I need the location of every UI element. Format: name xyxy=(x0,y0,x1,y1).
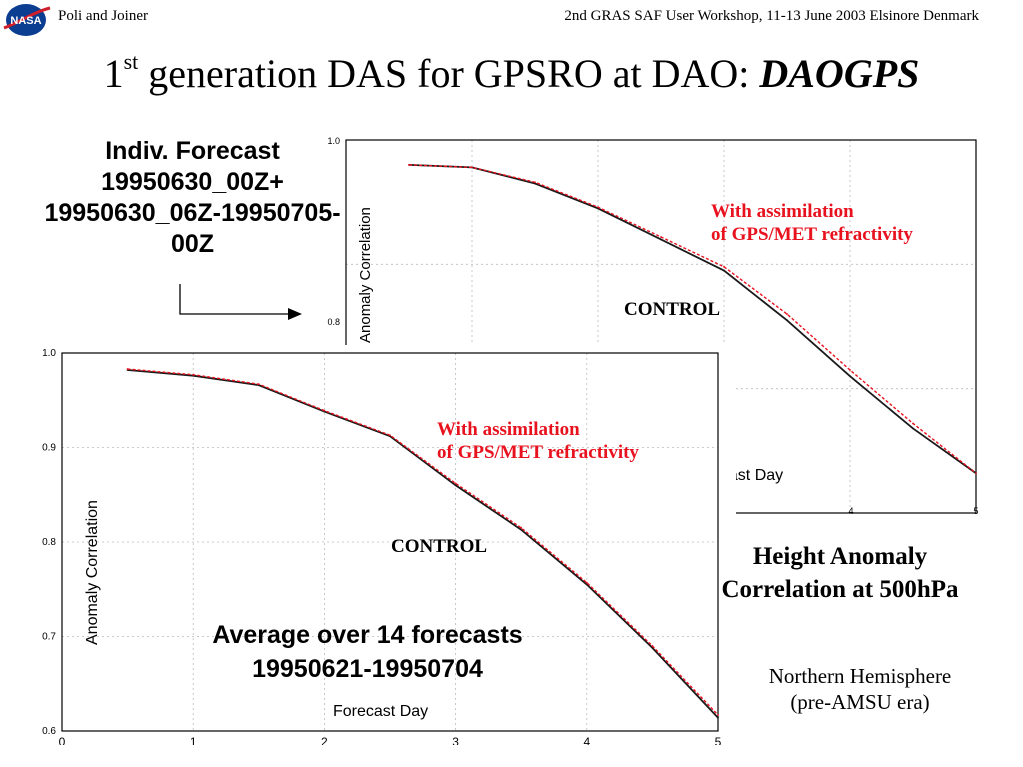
chart2-ytick: 0.6 xyxy=(42,726,56,737)
chart2-assimilation-point xyxy=(192,373,195,376)
chart1-assimilation-point xyxy=(849,369,851,371)
header-event: 2nd GRAS SAF User Workshop, 11-13 June 2… xyxy=(564,8,979,24)
chart2-series xyxy=(126,368,719,719)
chart1-tick-labels: 1.0 0.8 4 5 xyxy=(327,136,978,516)
title-number: 1 xyxy=(103,51,124,96)
chart1-control-point xyxy=(534,182,536,185)
chart2-ytick: 0.8 xyxy=(42,537,56,548)
control-label-1: CONTROL xyxy=(624,299,721,320)
header-author: Poli and Joiner xyxy=(58,8,148,24)
chart2-xtick: 5 xyxy=(715,735,722,745)
assimilation-line-1: With assimilation xyxy=(711,201,854,222)
chart1-ytick: 0.8 xyxy=(327,317,340,327)
chart2-ytick: 1.0 xyxy=(42,348,56,359)
assimilation-line-2: of GPS/MET refractivity xyxy=(437,442,639,463)
height-line-1: Height Anomaly xyxy=(752,543,928,570)
title-superscript: st xyxy=(123,48,139,74)
nasa-logo: NASA xyxy=(3,4,51,36)
chart2-frame xyxy=(61,352,719,732)
chart2-control-point xyxy=(585,583,588,586)
region-line-2: (pre-AMSU era) xyxy=(790,690,930,714)
chart1-assimilation-point xyxy=(408,163,410,166)
chart1-control-point xyxy=(723,269,725,272)
chart1-assimilation-point xyxy=(534,181,536,184)
region-caption: Northern Hemisphere (pre-AMSU era) xyxy=(730,663,990,715)
average-line-1: Average over 14 forecasts xyxy=(212,621,523,649)
chart2-assimilation-point xyxy=(389,434,391,437)
chart1-assimilation-point xyxy=(912,422,914,425)
chart2-tick-labels: 0.6 0.7 0.8 0.9 1.0 0 1 2 3 4 5 xyxy=(42,348,722,745)
chart1-assimilation-point xyxy=(975,472,977,475)
chart2-assimilation-point xyxy=(585,581,588,584)
forecast-line: 19950630_00Z+ xyxy=(101,168,284,196)
chart2-assimilation-point xyxy=(520,526,523,529)
average-label: Average over 14 forecasts 19950621-19950… xyxy=(140,618,595,686)
chart2-xtick: 1 xyxy=(190,735,197,745)
chart1-control-point xyxy=(786,319,788,322)
chart1-assimilation-point xyxy=(660,236,662,238)
assimilation-line-2: of GPS/MET refractivity xyxy=(711,224,913,245)
chart2-assimilation-point xyxy=(126,368,129,370)
chart1-series xyxy=(408,163,977,475)
chart2-grid xyxy=(62,353,718,731)
chart1-control-point xyxy=(849,375,851,378)
chart2-assimilation-point xyxy=(257,383,260,386)
chart2-ytick: 0.7 xyxy=(42,632,56,643)
region-line-1: Northern Hemisphere xyxy=(768,664,952,688)
forecast-line: 19950630_06Z-19950705- xyxy=(44,199,341,227)
height-line-2: Correlation at 500hPa xyxy=(721,576,959,603)
chart2-assimilation-point xyxy=(651,645,654,647)
chart2-xtick: 2 xyxy=(321,735,328,745)
chart1-ylabel: Anomaly Correlation xyxy=(357,207,374,343)
chart2-xlabel: Forecast Day xyxy=(333,703,428,720)
chart1-control-point xyxy=(912,427,914,430)
chart2-ytick: 0.9 xyxy=(42,443,56,454)
chart2-xtick: 4 xyxy=(583,735,590,745)
chart2-xtick: 3 xyxy=(452,735,459,745)
chart1-ytick: 1.0 xyxy=(327,136,340,146)
svg-text:NASA: NASA xyxy=(10,15,41,27)
assimilation-label-1: With assimilation of GPS/MET refractivit… xyxy=(711,200,913,246)
chart2-control-point xyxy=(520,528,523,531)
individual-forecast-label: Indiv. Forecast 19950630_00Z+ 19950630_0… xyxy=(0,136,385,260)
chart2-assimilation-point xyxy=(454,482,457,485)
chart1-assimilation-point xyxy=(597,206,599,209)
chart1-control-point xyxy=(660,238,662,241)
chart2-ylabel: Anomaly Correlation xyxy=(84,500,101,645)
average-forecast-chart: 0.6 0.7 0.8 0.9 1.0 0 1 2 3 4 5 Anomaly Correlatio… xyxy=(36,345,736,745)
chart1-assimilation-line xyxy=(408,164,977,474)
chart2-control-point xyxy=(454,484,457,487)
title-text: generation DAS for GPSRO at DAO: xyxy=(138,51,760,96)
title-emphasis: DAOGPS xyxy=(759,51,920,96)
slide-title: 1st generation DAS for GPSRO at DAO: DAO… xyxy=(0,48,1023,97)
chart2-assimilation-point xyxy=(323,409,326,412)
chart1-xtick: 4 xyxy=(848,506,853,516)
pointer-arrow xyxy=(179,284,302,320)
chart2-control-point xyxy=(717,716,719,719)
assimilation-label-2: With assimilation of GPS/MET refractivit… xyxy=(437,418,639,464)
chart2-assimilation-point xyxy=(717,714,719,716)
chart1-assimilation-point xyxy=(471,166,473,169)
average-line-2: 19950621-19950704 xyxy=(252,655,483,683)
chart1-xtick: 5 xyxy=(973,506,978,516)
chart1-assimilation-point xyxy=(786,313,788,315)
forecast-line: 00Z xyxy=(170,230,215,258)
chart1-assimilation-point xyxy=(723,265,725,268)
chart2-xtick: 0 xyxy=(59,735,66,745)
assimilation-line-1: With assimilation xyxy=(437,419,580,440)
forecast-line: Indiv. Forecast xyxy=(105,137,280,165)
chart2-control-line xyxy=(127,369,719,719)
control-label-2: CONTROL xyxy=(391,536,488,557)
height-anomaly-caption: Height Anomaly Correlation at 500hPa xyxy=(680,540,1000,606)
